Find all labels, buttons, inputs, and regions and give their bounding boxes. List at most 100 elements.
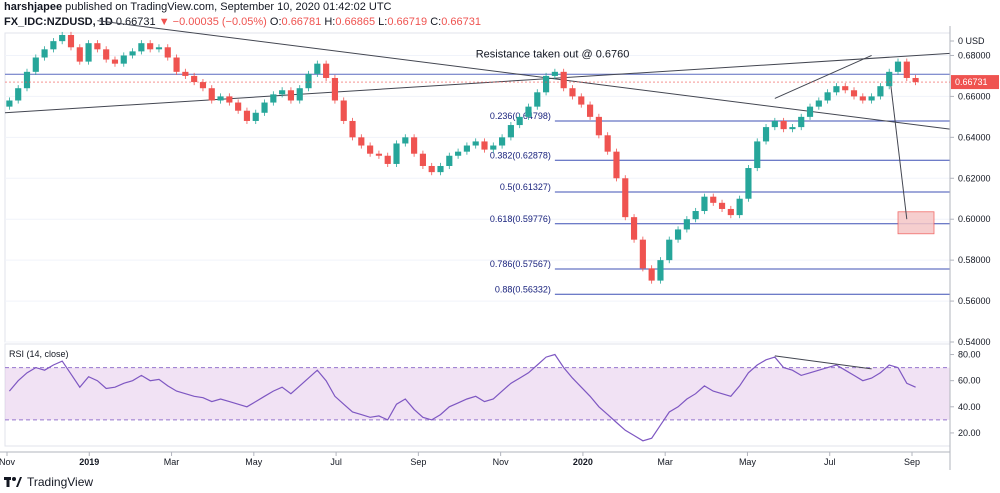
- candle-body: [446, 155, 453, 166]
- candle-body: [727, 208, 734, 216]
- candle-body: [569, 88, 576, 97]
- candle-body: [692, 211, 699, 220]
- candle-body: [894, 61, 902, 72]
- candle-body: [6, 100, 13, 107]
- candle-body: [912, 77, 919, 83]
- candle-body: [771, 120, 778, 128]
- rsi-tick-label: 80.00: [958, 350, 981, 360]
- change-arrow-icon: ▼: [158, 16, 170, 28]
- candle-body: [103, 49, 110, 60]
- candle-body: [472, 141, 479, 146]
- price-change: −0.00035 (−0.05%): [172, 16, 267, 28]
- candle-body: [815, 100, 822, 107]
- chart-axes: 0 USD 0.68000 0.66000 0.64000 0.62000 0.60000…: [0, 26, 999, 470]
- candle-body: [806, 106, 814, 117]
- candle-body: [798, 116, 805, 128]
- candle-body: [648, 268, 655, 281]
- candle-body: [208, 88, 215, 101]
- footer: TradingView: [4, 472, 93, 492]
- footer-brand[interactable]: TradingView: [27, 475, 94, 489]
- candle-body: [340, 100, 347, 121]
- candle-body: [243, 110, 251, 121]
- candle-body: [261, 102, 268, 113]
- candle-body: [903, 61, 910, 78]
- candle-body: [736, 198, 743, 216]
- candle-body: [710, 196, 717, 203]
- tradingview-logo-icon[interactable]: [4, 476, 22, 488]
- time-tick-label: Mar: [164, 457, 180, 467]
- price-panel-border: [4, 32, 951, 343]
- publish-line: harshjapee published on TradingView.com,…: [4, 0, 704, 15]
- candle-body: [428, 165, 435, 173]
- publisher-name[interactable]: harshjapee: [4, 1, 63, 13]
- candle-body: [85, 43, 92, 62]
- price-tick-label: 0.68000: [958, 50, 991, 60]
- high-value: 0.66865: [335, 16, 376, 28]
- candle-body: [323, 63, 330, 78]
- candle-body: [745, 168, 752, 199]
- candle-body: [358, 137, 365, 146]
- candle-body: [50, 41, 57, 50]
- projection-arrow-line: [888, 71, 908, 220]
- candle-body: [94, 43, 101, 50]
- candle-body: [842, 86, 849, 91]
- time-tick-label: Nov: [493, 457, 510, 467]
- time-tick-label: Jul: [330, 457, 342, 467]
- candle-body: [481, 141, 488, 150]
- last-price: 0.66731: [115, 16, 156, 28]
- candle-body: [824, 92, 831, 101]
- candle-body: [349, 120, 356, 138]
- time-tick-label: 2019: [79, 457, 99, 467]
- candle-body: [217, 96, 224, 101]
- candle-body: [23, 71, 31, 89]
- time-tick-label: 2020: [573, 457, 593, 467]
- rsi-divergence-line: [774, 355, 872, 370]
- candle-body: [525, 106, 532, 117]
- candle-body: [41, 49, 48, 58]
- rsi-tick-label: 40.00: [958, 402, 981, 412]
- candle-body: [868, 96, 875, 101]
- candle-body: [138, 43, 145, 52]
- candle-body: [32, 57, 39, 72]
- candle-body: [375, 153, 382, 156]
- rsi-line: [8, 353, 916, 442]
- rsi-tick-label: 20.00: [958, 428, 981, 438]
- symbol-label[interactable]: FX_IDC:NZDUSD, 1D: [4, 16, 113, 28]
- candle-body: [490, 145, 497, 150]
- candle-body: [235, 102, 242, 111]
- candle-body: [463, 145, 470, 152]
- fib-level-label: 0.786(0.57567): [490, 259, 551, 269]
- candle-body: [718, 202, 726, 209]
- candle-body: [630, 217, 638, 240]
- candle-body: [67, 35, 75, 48]
- candle-body: [578, 96, 585, 105]
- candle-body: [762, 127, 770, 142]
- candle-body: [877, 86, 884, 97]
- fib-level-label: 0.236(0.64798): [490, 111, 551, 121]
- candle-body: [270, 94, 277, 103]
- candle-body: [331, 77, 339, 101]
- time-tick-label: Sep: [410, 457, 426, 467]
- candle-body: [173, 57, 180, 72]
- candle-body: [384, 155, 391, 164]
- target-zone-box: [897, 211, 935, 235]
- candle-body: [833, 86, 840, 93]
- candle-body: [296, 88, 303, 101]
- candle-body: [499, 137, 506, 146]
- chart-grid: [4, 32, 951, 447]
- candle-body: [622, 178, 629, 218]
- candle-body: [543, 75, 550, 93]
- candle-body: [252, 112, 259, 121]
- publish-info: published on TradingView.com, September …: [62, 1, 392, 13]
- candle-body: [314, 63, 321, 74]
- candle-body: [859, 96, 866, 101]
- candle-body: [674, 229, 682, 240]
- candle-body: [613, 151, 620, 179]
- candle-body: [789, 127, 796, 130]
- candle-body: [129, 51, 136, 56]
- candle-body: [120, 55, 127, 64]
- price-tick-label: 0.54000: [958, 337, 991, 347]
- candle-body: [419, 153, 426, 166]
- price-tick-label: 0.66000: [958, 91, 991, 101]
